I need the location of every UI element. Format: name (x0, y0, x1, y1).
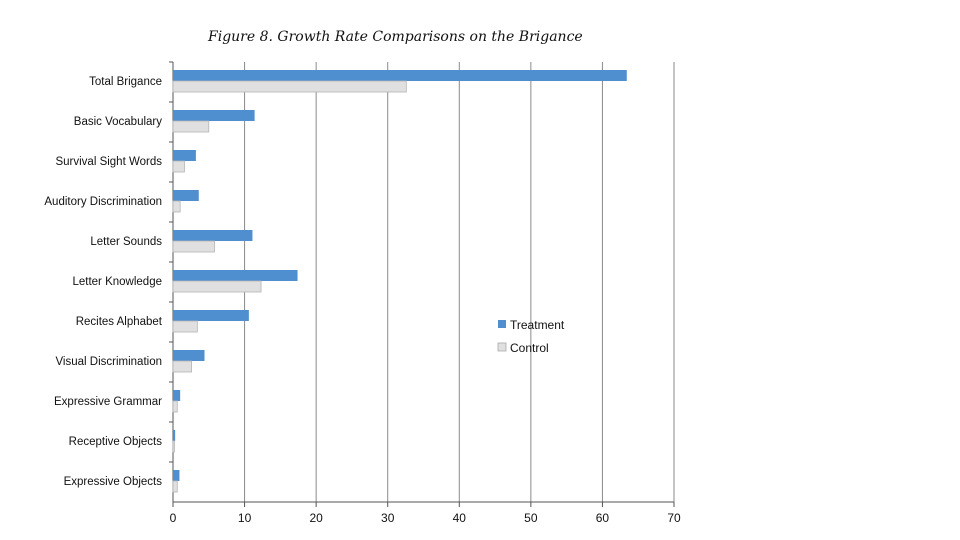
category-label: Recites Alphabet (76, 316, 163, 328)
bar-control-auditory-discrimination (172, 200, 181, 213)
x-tick-label: 40 (453, 511, 467, 525)
bar-control-letter-sounds (172, 240, 215, 253)
tick-labels: 0 10 20 30 40 50 60 70 (170, 502, 681, 525)
category-label: Receptive Objects (69, 436, 163, 448)
bar-treatment-auditory-discrimination (173, 190, 199, 201)
category-label: Letter Knowledge (72, 276, 162, 288)
x-tick-label: 10 (238, 511, 252, 525)
category-label: Survival Sight Words (55, 156, 162, 168)
bar-treatment-letter-sounds (173, 230, 253, 241)
bar-treatment-visual-discrimination (173, 350, 205, 361)
legend-swatch-treatment (498, 320, 506, 328)
x-tick-label: 30 (381, 511, 395, 525)
bar-control-letter-knowledge (172, 280, 262, 293)
bar-control-survival-sight-words (172, 160, 185, 173)
bar-treatment-basic-vocabulary (173, 110, 255, 121)
category-label: Total Brigance (89, 76, 162, 88)
category-label: Visual Discrimination (55, 356, 162, 368)
category-label: Expressive Grammar (54, 396, 162, 408)
bar-treatment-letter-knowledge (173, 270, 298, 281)
category-label: Auditory Discrimination (44, 196, 162, 208)
bar-treatment-survival-sight-words (173, 150, 196, 161)
legend-label-treatment: Treatment (510, 318, 565, 332)
category-labels: Total Brigance Basic Vocabulary Survival S… (44, 61, 173, 488)
bar-treatment-recites-alphabet (173, 310, 249, 321)
legend: Treatment Control (497, 318, 565, 355)
bars (172, 70, 627, 493)
bar-control-expressive-objects (172, 480, 178, 493)
x-tick-label: 70 (667, 511, 681, 525)
category-label: Expressive Objects (64, 476, 163, 488)
bar-control-recites-alphabet (172, 320, 198, 333)
bar-control-basic-vocabulary (172, 120, 210, 133)
x-tick-label: 60 (596, 511, 610, 525)
bar-control-visual-discrimination (172, 360, 193, 373)
category-label: Letter Sounds (90, 236, 162, 248)
bar-control-total-brigance (172, 80, 407, 93)
x-tick-label: 20 (309, 511, 323, 525)
legend-label-control: Control (510, 341, 549, 355)
bar-control-receptive-objects (172, 440, 175, 453)
x-tick-label: 50 (524, 511, 538, 525)
bar-treatment-expressive-objects (173, 470, 180, 481)
legend-swatch-control (497, 342, 507, 352)
chart-title: Figure 8. Growth Rate Comparisons on the… (208, 29, 583, 45)
x-tick-label: 0 (170, 511, 177, 525)
bar-treatment-total-brigance (173, 70, 627, 81)
bar-treatment-expressive-grammar (173, 390, 181, 401)
bar-control-expressive-grammar (172, 400, 178, 413)
bar-treatment-receptive-objects (173, 430, 176, 441)
category-label: Basic Vocabulary (74, 116, 162, 128)
